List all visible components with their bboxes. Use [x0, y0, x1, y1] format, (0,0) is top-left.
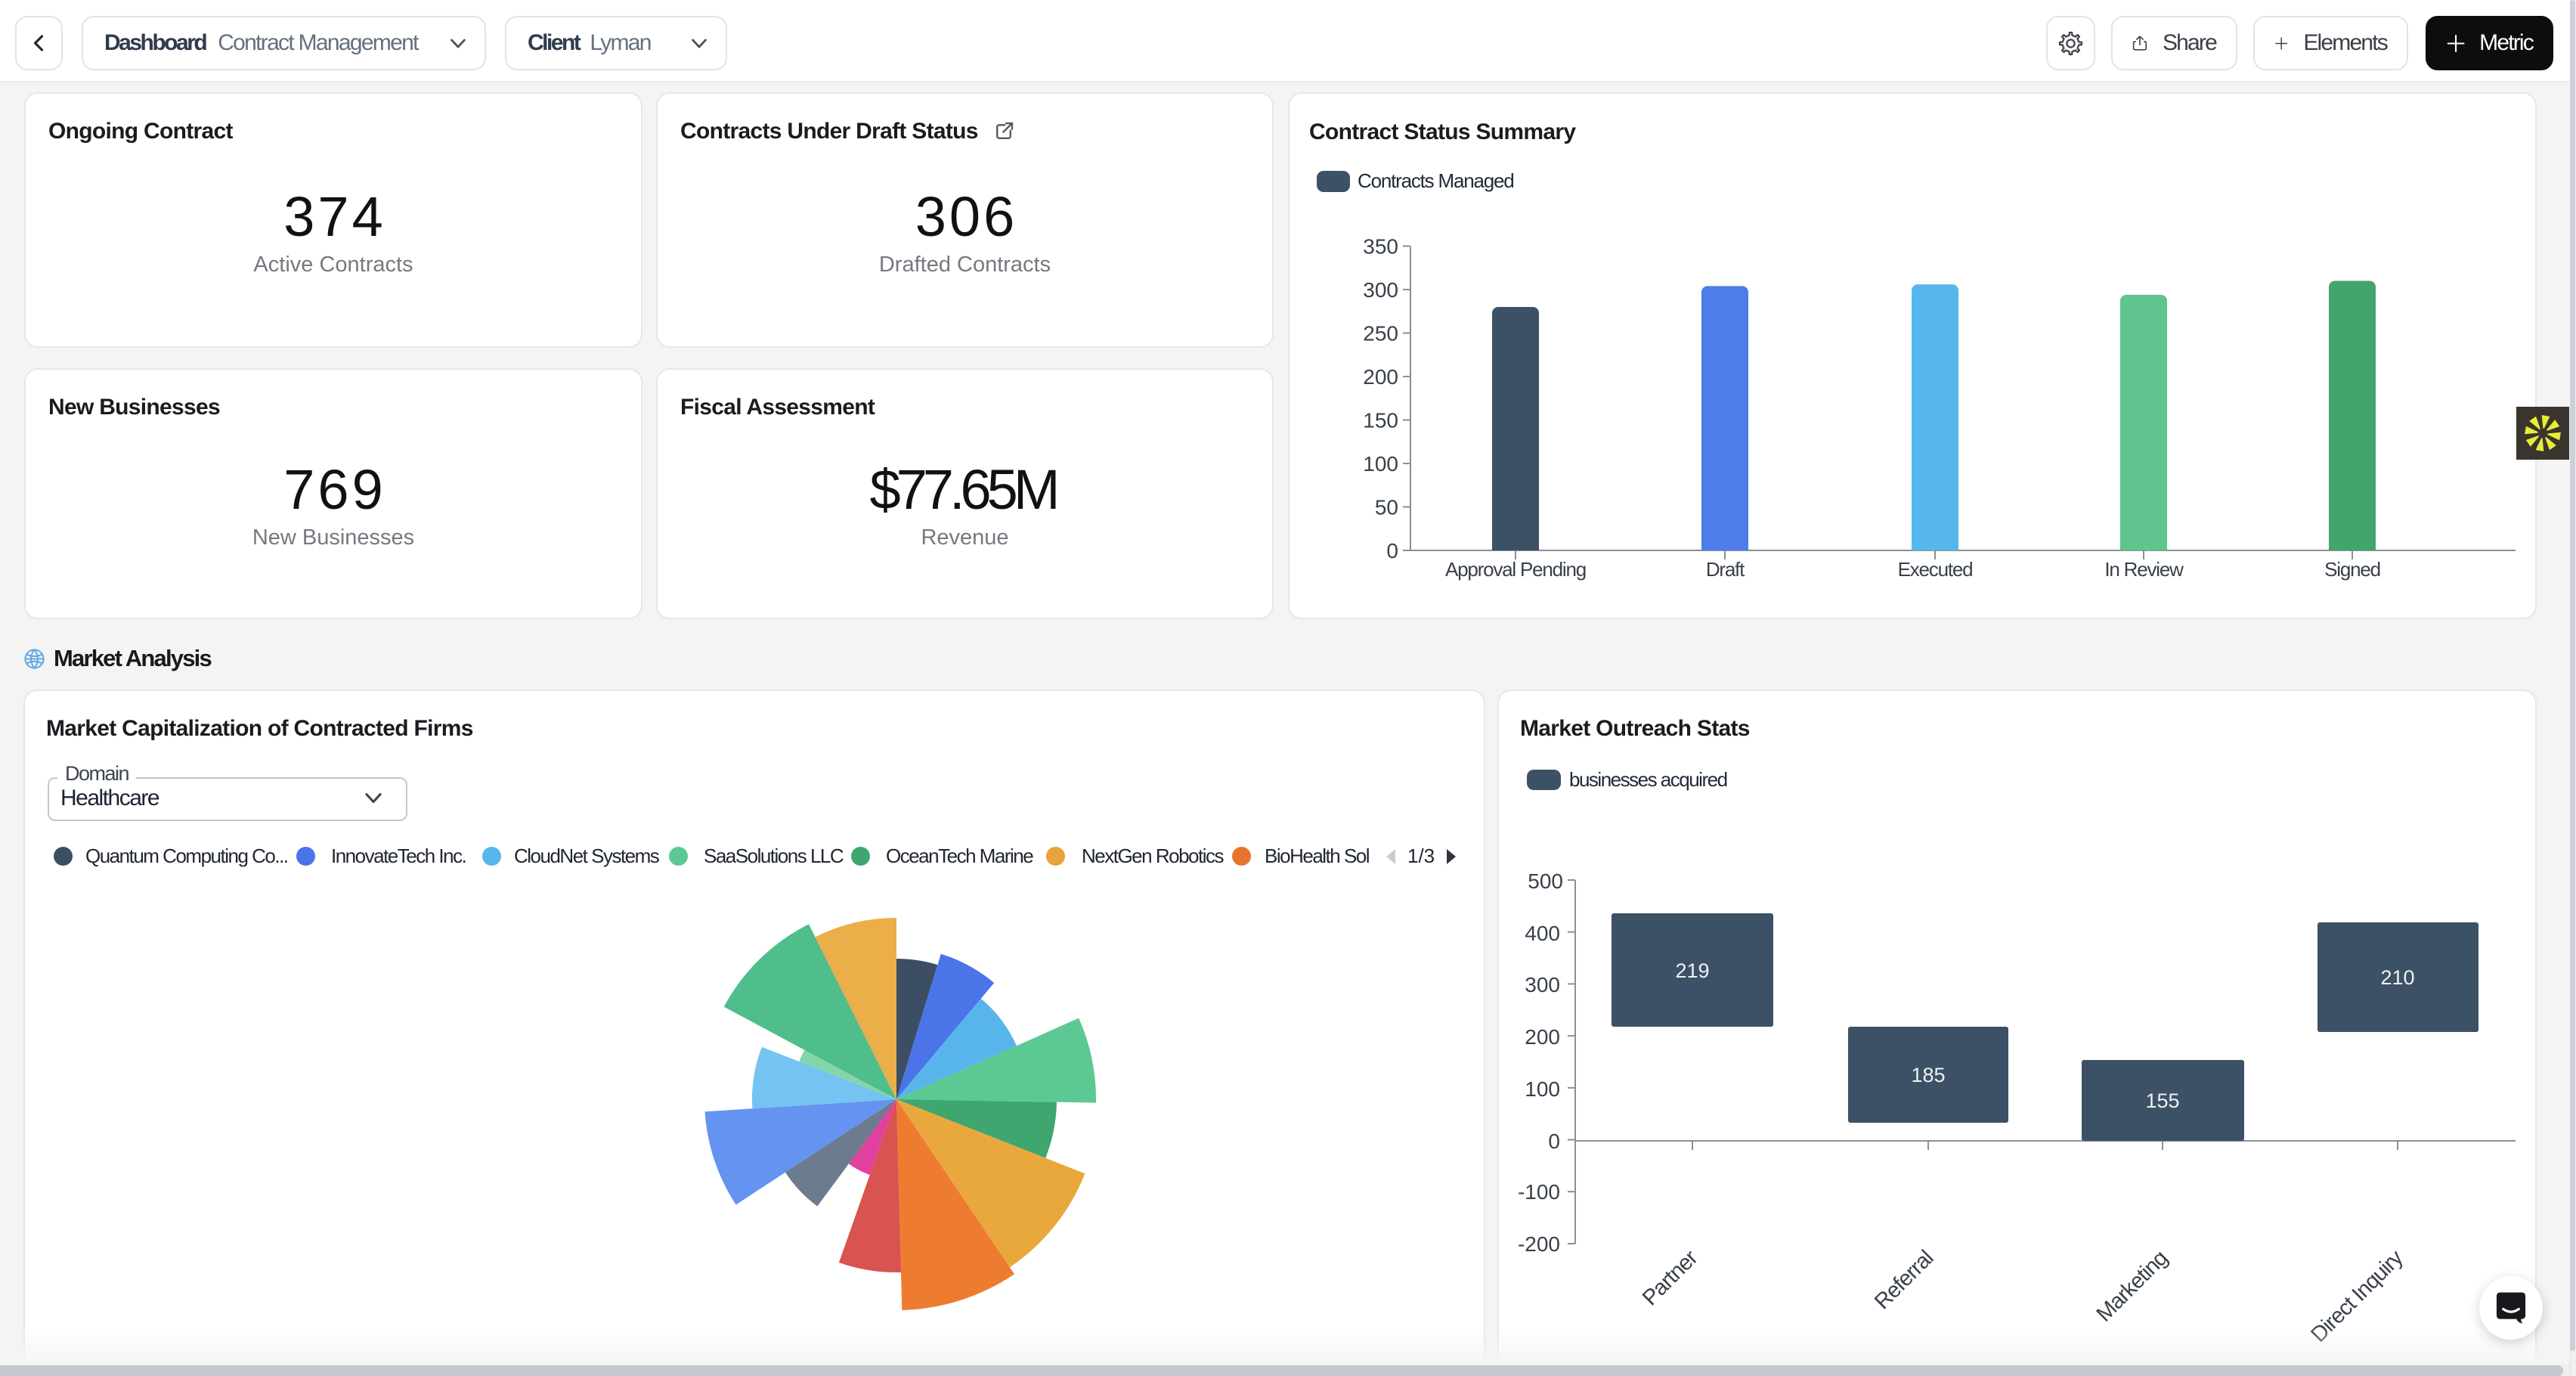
svg-text:350: 350: [1363, 235, 1398, 259]
svg-text:-200: -200: [1518, 1232, 1560, 1256]
svg-text:Marketing: Marketing: [2092, 1246, 2172, 1326]
svg-text:0: 0: [1386, 539, 1398, 562]
svg-text:0: 0: [1548, 1130, 1560, 1153]
svg-text:150: 150: [1363, 409, 1398, 432]
svg-text:Referral: Referral: [1870, 1246, 1938, 1314]
svg-text:Partner: Partner: [1638, 1245, 1703, 1310]
svg-text:300: 300: [1525, 973, 1560, 996]
svg-text:200: 200: [1525, 1025, 1560, 1049]
svg-text:In Review: In Review: [2104, 558, 2184, 581]
svg-text:185: 185: [1911, 1064, 1945, 1086]
svg-text:300: 300: [1363, 278, 1398, 302]
svg-text:500: 500: [1528, 869, 1563, 893]
svg-text:219: 219: [1675, 959, 1709, 982]
svg-text:Executed: Executed: [1898, 558, 1973, 581]
svg-text:Signed: Signed: [2324, 558, 2380, 581]
svg-text:210: 210: [2380, 966, 2414, 989]
svg-text:155: 155: [2145, 1089, 2179, 1112]
svg-text:100: 100: [1363, 452, 1398, 476]
svg-text:250: 250: [1363, 322, 1398, 346]
svg-text:400: 400: [1525, 922, 1560, 945]
svg-text:Draft: Draft: [1706, 558, 1745, 581]
svg-text:200: 200: [1363, 365, 1398, 389]
svg-text:-100: -100: [1518, 1180, 1560, 1204]
svg-text:50: 50: [1375, 496, 1398, 519]
svg-text:100: 100: [1525, 1077, 1560, 1101]
svg-text:Approval Pending: Approval Pending: [1445, 558, 1586, 581]
